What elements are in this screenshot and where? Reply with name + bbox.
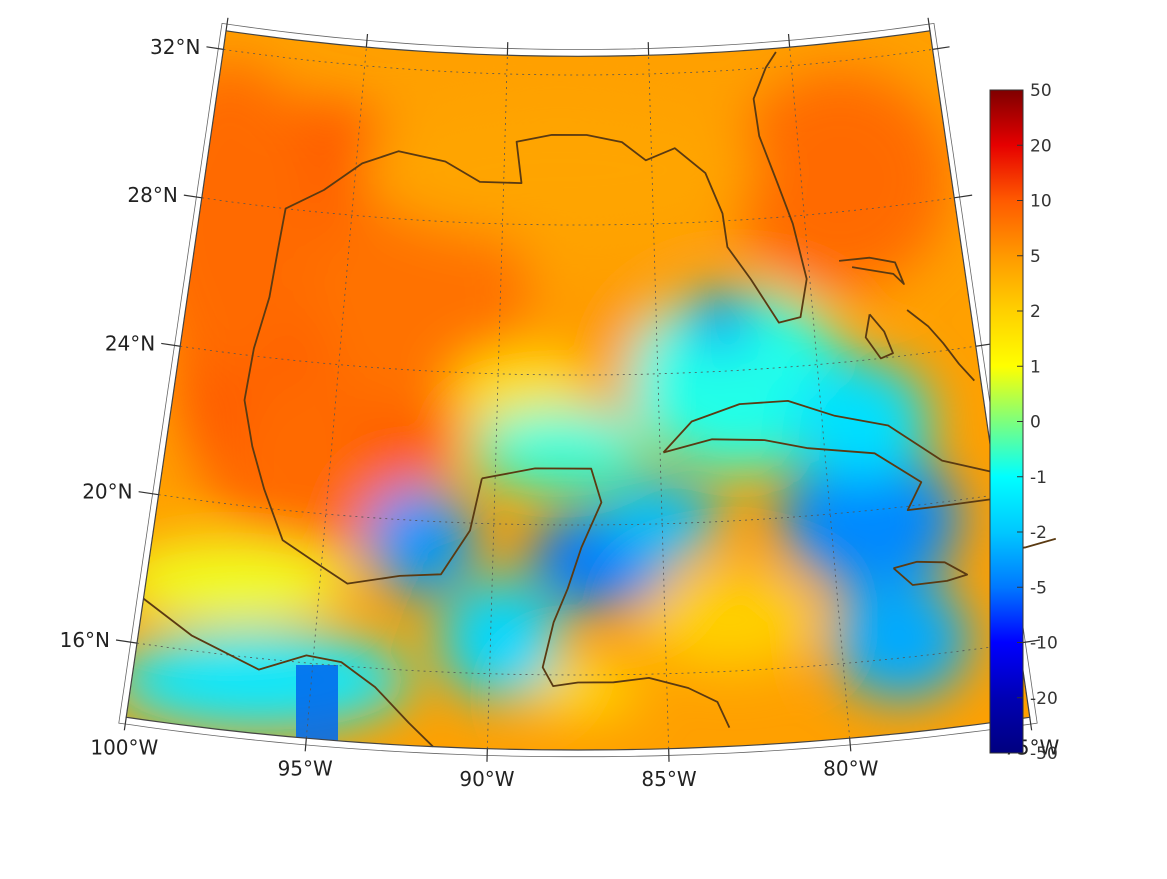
lat-tick xyxy=(954,195,972,198)
field-blob xyxy=(640,570,820,670)
field-blob xyxy=(600,480,720,560)
lon-tick xyxy=(789,34,790,47)
lat-label: 16°N xyxy=(60,628,110,652)
lon-label: 100°W xyxy=(90,735,158,759)
field-band xyxy=(296,665,338,745)
field-blob xyxy=(470,410,650,490)
lat-label: 32°N xyxy=(150,35,200,59)
colorbar-tick-label: 0 xyxy=(1030,413,1041,433)
lon-label: 90°W xyxy=(459,767,514,791)
colorbar-tick-label: -50 xyxy=(1030,744,1058,764)
field-blob xyxy=(360,100,760,240)
lon-label: 95°W xyxy=(278,756,333,780)
lat-tick xyxy=(116,640,137,643)
colorbar-tick-label: 2 xyxy=(1030,302,1041,322)
colorbar-tick-label: 5 xyxy=(1030,247,1041,267)
lat-tick xyxy=(161,343,180,346)
lat-tick xyxy=(184,195,202,198)
lon-tick xyxy=(366,34,367,47)
field-blob xyxy=(830,580,970,700)
lat-tick xyxy=(206,47,223,50)
field-blob xyxy=(140,60,320,380)
lon-label: 85°W xyxy=(641,767,696,791)
colorbar-tick-label: -20 xyxy=(1030,689,1058,709)
colorbar-tick-label: 10 xyxy=(1030,192,1052,212)
colorbar-tick-label: -2 xyxy=(1030,523,1047,543)
field-blob xyxy=(690,290,750,350)
lat-tick xyxy=(933,47,950,50)
lat-label: 28°N xyxy=(127,183,177,207)
colorbar-tick-label: 20 xyxy=(1030,136,1052,156)
field-blob xyxy=(440,580,560,700)
field-blob xyxy=(730,70,950,290)
lat-label: 24°N xyxy=(105,331,155,355)
lat-tick xyxy=(139,492,159,495)
colorbar-tick-label: 50 xyxy=(1030,81,1052,101)
lon-label: 80°W xyxy=(823,756,878,780)
colorbar-tick-label: -5 xyxy=(1030,578,1047,598)
lon-tick xyxy=(850,738,851,751)
colorbar-tick-label: -1 xyxy=(1030,468,1047,488)
colorbar-tick-label: 1 xyxy=(1030,357,1041,377)
colorbar-tick-label: -10 xyxy=(1030,634,1058,654)
field-blob xyxy=(230,370,370,570)
lat-label: 20°N xyxy=(82,480,132,504)
lon-tick xyxy=(305,738,306,751)
